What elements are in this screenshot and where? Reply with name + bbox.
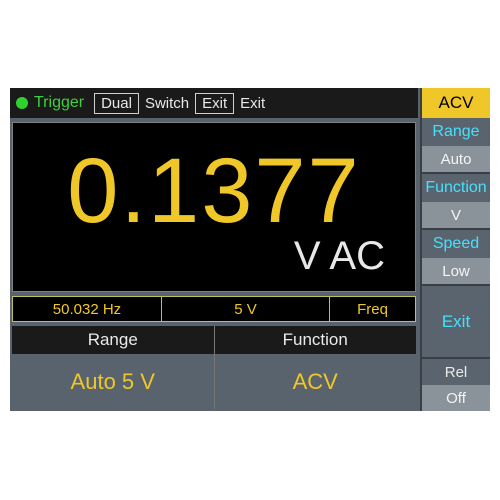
softkey-speed[interactable]: Speed Low <box>422 230 490 286</box>
top-menu-bar: Trigger Dual Switch Exit Exit <box>10 88 418 118</box>
range-header: Range <box>12 326 215 354</box>
secondary-row: 50.032 Hz 5 V Freq <box>12 296 416 322</box>
softkey-function-label: Function <box>422 174 490 202</box>
primary-reading: 0.1377 <box>13 139 415 244</box>
softkey-exit[interactable]: Exit <box>422 286 490 359</box>
softkey-sidebar: ACV Range Auto Function V Speed Low Exit… <box>420 88 490 411</box>
range-value[interactable]: Auto 5 V <box>12 354 215 409</box>
instrument-screen: Trigger Dual Switch Exit Exit 0.1377 V A… <box>10 88 490 411</box>
softkey-rel-label: Rel <box>422 359 490 385</box>
trigger-label: Trigger <box>34 94 84 112</box>
exit-label: Exit <box>240 95 265 112</box>
function-header: Function <box>215 326 417 354</box>
softkey-function-value: V <box>422 202 490 228</box>
dual-button[interactable]: Dual <box>94 93 139 114</box>
softkey-rel[interactable]: Rel Off <box>422 359 490 411</box>
softkey-speed-value: Low <box>422 258 490 284</box>
secondary-range: 5 V <box>162 296 330 322</box>
primary-unit: V AC <box>294 234 385 279</box>
softkey-speed-label: Speed <box>422 230 490 258</box>
bottom-header-row: Range Function <box>12 326 416 354</box>
function-value[interactable]: ACV <box>215 354 417 409</box>
softkey-rel-value: Off <box>422 385 490 411</box>
secondary-mode: Freq <box>330 296 416 322</box>
bottom-value-row: Auto 5 V ACV <box>12 354 416 409</box>
trigger-led-icon <box>16 97 28 109</box>
softkey-function[interactable]: Function V <box>422 174 490 230</box>
secondary-frequency: 50.032 Hz <box>12 296 162 322</box>
softkey-range-label: Range <box>422 118 490 146</box>
softkey-range[interactable]: Range Auto <box>422 118 490 174</box>
switch-label: Switch <box>145 95 189 112</box>
main-reading-panel: 0.1377 V AC <box>12 122 416 292</box>
softkey-active-mode[interactable]: ACV <box>422 88 490 118</box>
exit-button[interactable]: Exit <box>195 93 234 114</box>
softkey-range-value: Auto <box>422 146 490 172</box>
